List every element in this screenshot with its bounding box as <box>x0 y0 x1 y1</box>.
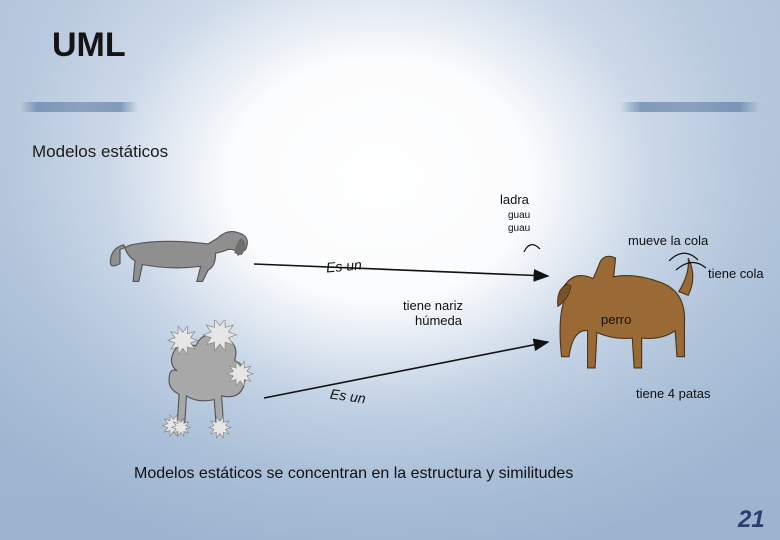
slide-number: 21 <box>738 506 765 534</box>
accent-stripe-left <box>20 102 138 112</box>
label-ladra: ladra <box>500 192 529 207</box>
dachshund-icon <box>105 212 255 287</box>
footer-text: Modelos estáticos se concentran en la es… <box>134 465 573 483</box>
label-tiene-patas: tiene 4 patas <box>636 386 710 401</box>
label-nariz2: húmeda <box>415 313 462 328</box>
poodle-icon <box>140 320 270 445</box>
page-title: UML <box>52 26 126 65</box>
label-guau1: guau <box>508 210 530 221</box>
label-nariz1: tiene nariz <box>403 298 463 313</box>
label-es-un-2: Es un <box>329 386 367 407</box>
accent-stripe-right <box>620 102 760 112</box>
label-perro: perro <box>601 312 631 327</box>
label-tiene-cola: tiene cola <box>708 266 764 281</box>
page-subtitle: Modelos estáticos <box>32 142 168 162</box>
label-es-un-1: Es un <box>325 256 362 275</box>
label-mueve-cola: mueve la cola <box>628 233 708 248</box>
label-guau2: guau <box>508 223 530 234</box>
